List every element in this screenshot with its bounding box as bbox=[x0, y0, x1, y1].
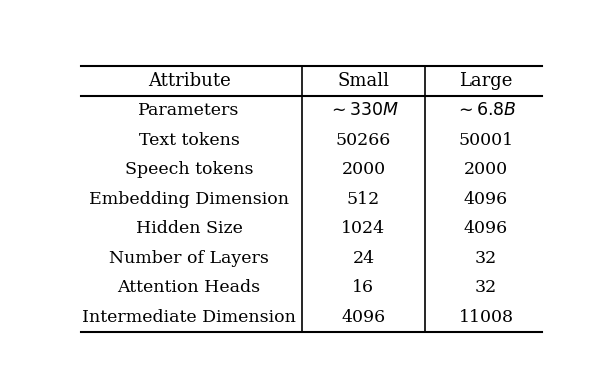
Text: 2000: 2000 bbox=[464, 161, 508, 178]
Text: 50001: 50001 bbox=[458, 131, 514, 149]
Text: Intermediate Dimension: Intermediate Dimension bbox=[82, 309, 296, 326]
Text: $\sim 330M$: $\sim 330M$ bbox=[328, 102, 399, 119]
Text: 1024: 1024 bbox=[341, 220, 385, 237]
Text: 32: 32 bbox=[475, 250, 497, 267]
Text: 32: 32 bbox=[475, 279, 497, 296]
Text: 4096: 4096 bbox=[341, 309, 385, 326]
Text: Parameters: Parameters bbox=[139, 102, 240, 119]
Text: Embedding Dimension: Embedding Dimension bbox=[89, 191, 289, 208]
Text: 2000: 2000 bbox=[341, 161, 385, 178]
Text: Small: Small bbox=[337, 72, 390, 90]
Text: 512: 512 bbox=[347, 191, 380, 208]
Text: Attention Heads: Attention Heads bbox=[117, 279, 261, 296]
Text: 4096: 4096 bbox=[464, 220, 508, 237]
Text: Large: Large bbox=[459, 72, 513, 90]
Text: Attribute: Attribute bbox=[148, 72, 230, 90]
Text: $\sim 6.8B$: $\sim 6.8B$ bbox=[455, 102, 517, 119]
Text: Speech tokens: Speech tokens bbox=[125, 161, 254, 178]
Text: 4096: 4096 bbox=[464, 191, 508, 208]
Text: 24: 24 bbox=[353, 250, 375, 267]
Text: 16: 16 bbox=[353, 279, 375, 296]
Text: 50266: 50266 bbox=[336, 131, 391, 149]
Text: Number of Layers: Number of Layers bbox=[109, 250, 269, 267]
Text: Text tokens: Text tokens bbox=[139, 131, 240, 149]
Text: Hidden Size: Hidden Size bbox=[136, 220, 243, 237]
Text: 11008: 11008 bbox=[458, 309, 513, 326]
